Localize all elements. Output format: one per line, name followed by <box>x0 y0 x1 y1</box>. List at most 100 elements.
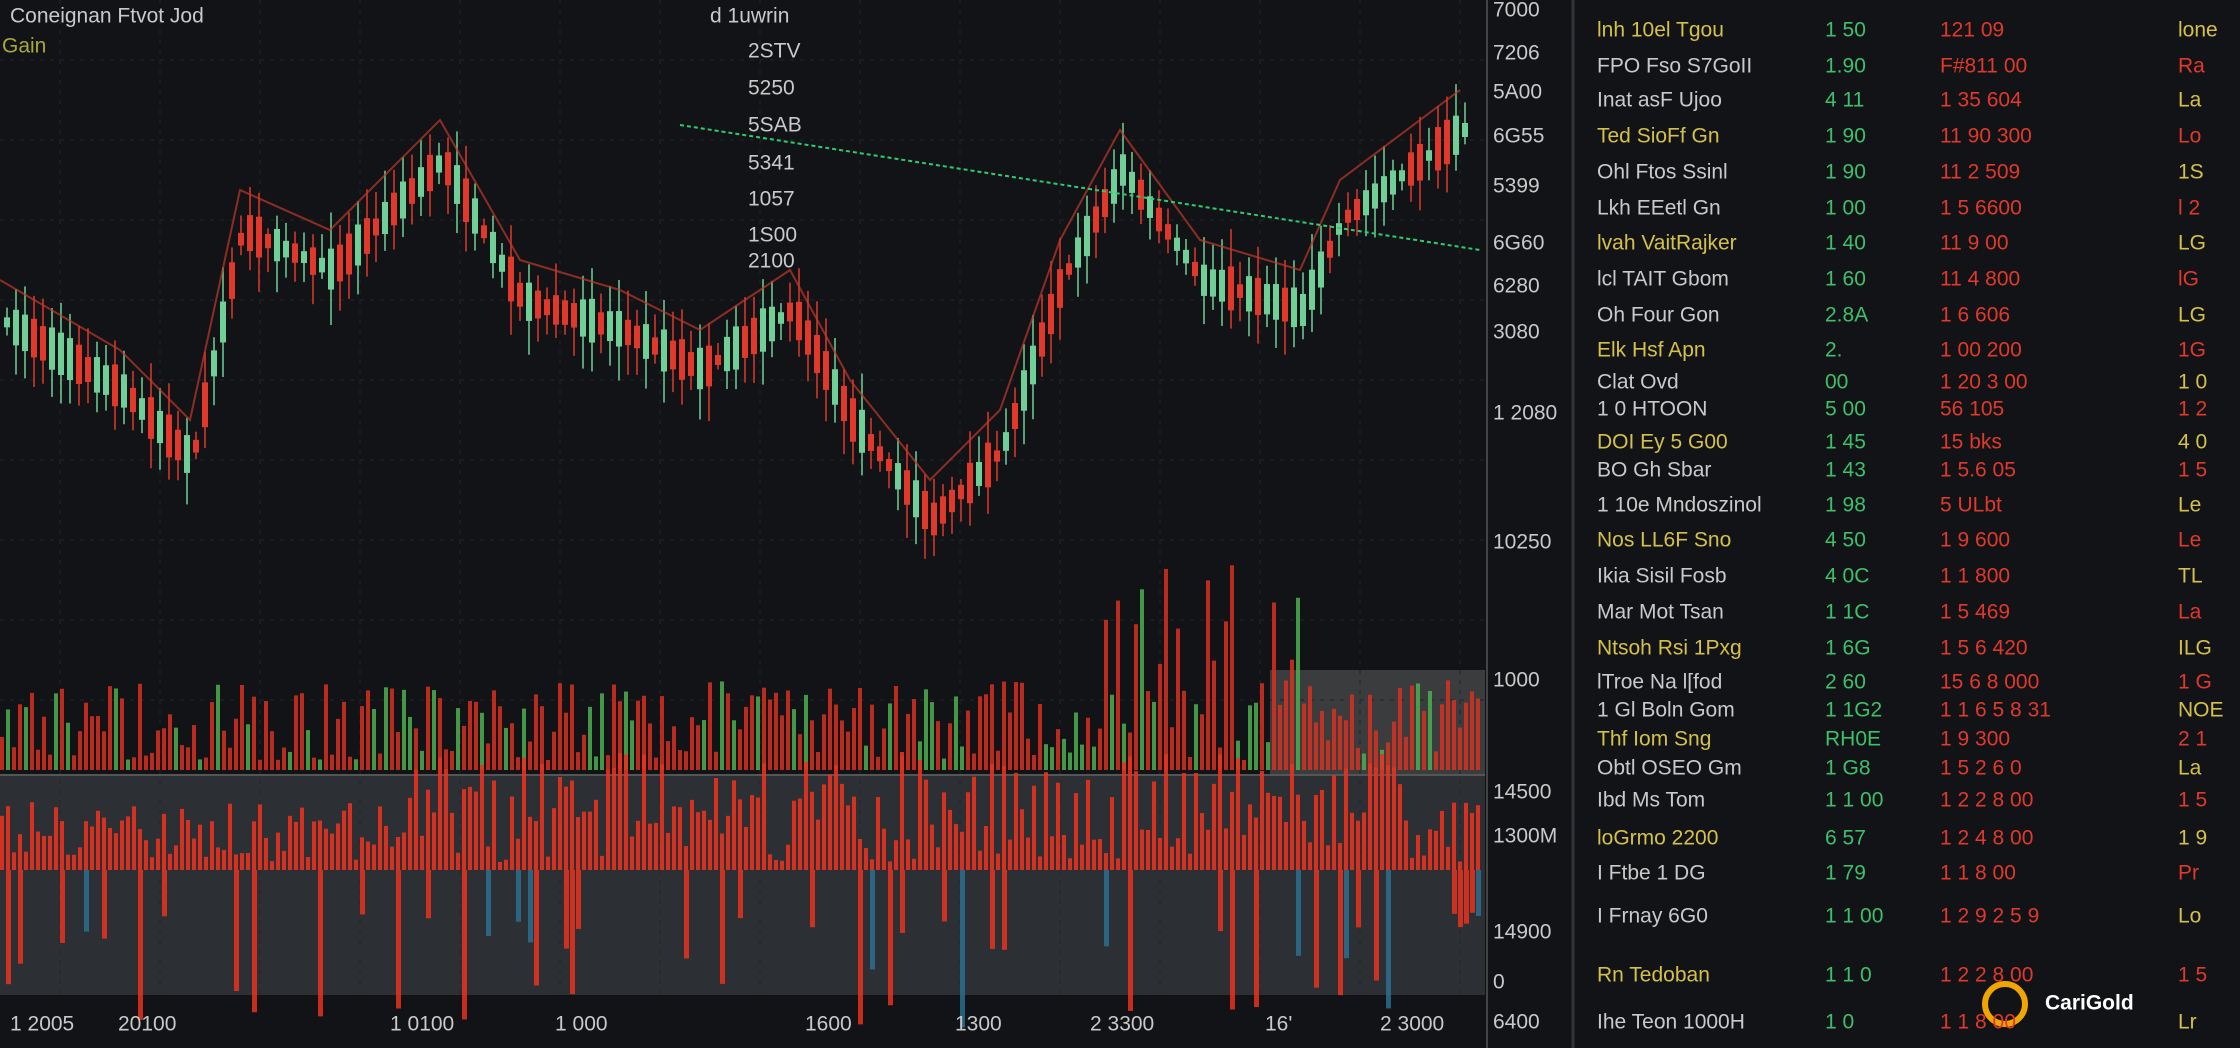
volume-bar <box>1014 682 1018 770</box>
volume-bar <box>1302 820 1306 870</box>
volume-bar <box>1152 781 1156 870</box>
volume-bar <box>960 746 964 770</box>
row-name: Thf Iom Sng <box>1597 728 1711 751</box>
indicator-bar <box>870 870 875 970</box>
volume-bar <box>1356 820 1360 870</box>
row-name: Obtl OSEO Gm <box>1597 757 1742 780</box>
candle-body <box>769 306 775 342</box>
row-name: BO Gh Sbar <box>1597 459 1711 482</box>
volume-bar <box>264 701 268 770</box>
row-change: 4 11 <box>1825 89 1864 112</box>
volume-bar <box>678 750 682 770</box>
volume-bar <box>996 853 1000 870</box>
candle-body <box>1363 190 1369 216</box>
volume-bar <box>342 701 346 770</box>
volume-bar <box>786 844 790 870</box>
volume-bar <box>1074 712 1078 770</box>
volume-bar <box>144 755 148 770</box>
row-tag: lG <box>2178 268 2199 291</box>
volume-bar <box>258 804 262 870</box>
center-title: d 1uwrin <box>710 5 789 28</box>
indicator-bar <box>162 870 167 917</box>
row-tag: Lo <box>2178 905 2201 928</box>
volume-bar <box>1338 715 1342 770</box>
row-name: Ikia Sisil Fosb <box>1597 565 1727 588</box>
volume-bar <box>810 791 814 870</box>
center-label: 1S00 <box>748 224 797 247</box>
volume-bar <box>1350 694 1354 770</box>
candle-body <box>697 347 703 390</box>
price-axis-label: 6280 <box>1493 275 1540 298</box>
indicator-bar <box>318 870 323 1017</box>
volume-bar <box>582 811 586 870</box>
volume-bar <box>1386 765 1390 870</box>
indicator-bar <box>462 870 467 1020</box>
candle-body <box>787 302 793 322</box>
volume-bar <box>1428 829 1432 870</box>
volume-bar <box>252 696 256 770</box>
volume-bar <box>1038 704 1042 770</box>
volume-bar <box>1326 845 1330 870</box>
volume-bar <box>126 759 130 770</box>
candle-body <box>157 410 163 444</box>
volume-bar <box>570 780 574 870</box>
volume-bar <box>1464 702 1468 770</box>
volume-bar <box>504 859 508 870</box>
volume-bar <box>1164 754 1168 870</box>
volume-bar <box>186 747 190 770</box>
volume-bar <box>102 731 106 770</box>
volume-bar <box>300 807 304 870</box>
volume-bar <box>1236 740 1240 770</box>
volume-bar <box>144 840 148 870</box>
volume-bar <box>1356 747 1360 770</box>
volume-bar <box>1398 687 1402 770</box>
row-price: 1 5 469 <box>1940 601 2010 624</box>
candle-body <box>1102 188 1108 218</box>
row-price: 1 1 6 5 8 31 <box>1940 699 2051 722</box>
volume-bar <box>912 699 916 770</box>
row-price: 1 9 300 <box>1940 728 2010 751</box>
volume-bar <box>0 815 4 870</box>
volume-bar <box>36 831 40 870</box>
volume-bar <box>420 750 424 770</box>
volume-bar <box>312 821 316 870</box>
volume-bar <box>852 796 856 870</box>
volume-bar <box>1308 842 1312 870</box>
volume-bar <box>30 802 34 870</box>
volume-bar <box>1290 764 1294 870</box>
volume-bar <box>1446 846 1450 870</box>
row-name: Oh Four Gon <box>1597 304 1720 327</box>
candle-body <box>1399 170 1405 182</box>
indicator-bar <box>1344 870 1349 959</box>
volume-bar <box>840 720 844 770</box>
volume-bar <box>120 820 124 870</box>
volume-bar <box>450 812 454 870</box>
volume-bar <box>1104 853 1108 870</box>
volume-bar <box>654 822 658 870</box>
volume-bar <box>54 693 58 770</box>
volume-bar <box>444 769 448 870</box>
volume-bar <box>822 714 826 770</box>
candle-body <box>355 224 361 266</box>
volume-bar <box>1206 829 1210 870</box>
volume-bar <box>432 690 436 770</box>
row-tag: 1 5 <box>2178 964 2207 987</box>
volume-bar <box>720 833 724 870</box>
volume-bar <box>1158 837 1162 870</box>
volume-bar <box>1470 812 1474 870</box>
volume-bar <box>1458 861 1462 870</box>
volume-bar <box>324 684 328 770</box>
indicator-bar <box>1104 870 1109 947</box>
indicator-bar <box>1464 870 1469 924</box>
volume-bar <box>804 694 808 770</box>
time-axis-label: 20100 <box>118 1013 176 1036</box>
candle-body <box>166 414 172 458</box>
volume-bar <box>1056 729 1060 770</box>
candle-body <box>751 317 757 355</box>
candle-body <box>823 351 829 390</box>
candle-body <box>229 262 235 299</box>
candle-body <box>1048 293 1054 335</box>
volume-bar <box>846 731 850 770</box>
volume-bar <box>738 729 742 770</box>
row-price: 15 bks <box>1940 431 2002 454</box>
